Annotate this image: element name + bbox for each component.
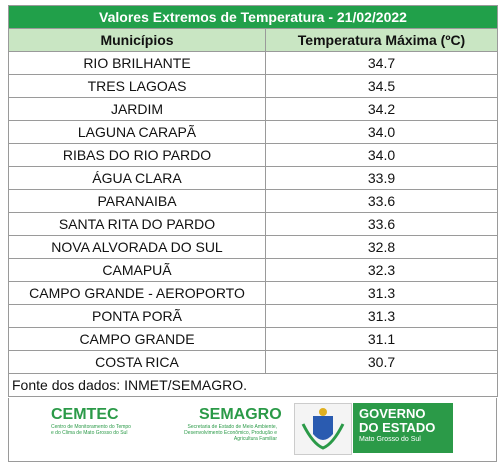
header-row: Municípios Temperatura Máxima (ºC) — [8, 28, 498, 52]
table-row: SANTA RITA DO PARDO 33.6 — [8, 212, 498, 236]
municipality-cell: CAMPO GRANDE - AEROPORTO — [8, 281, 266, 305]
municipality-cell: ÁGUA CLARA — [8, 166, 266, 190]
municipality-cell: TRES LAGOAS — [8, 74, 266, 98]
header-cell: Municípios — [8, 28, 266, 52]
table: Valores Extremos de Temperatura - 21/02/… — [8, 5, 498, 397]
cemtec-subtitle: Centro de Monitoramento do Tempo e do Cl… — [51, 424, 131, 436]
coat-of-arms — [294, 403, 352, 455]
header-cell: Temperatura Máxima (ºC) — [265, 28, 498, 52]
table-container: Valores Extremos de Temperatura - 21/02/… — [8, 5, 498, 397]
municipality-cell: PARANAIBA — [8, 189, 266, 213]
table-body: Valores Extremos de Temperatura - 21/02/… — [8, 5, 498, 397]
temperature-cell: 33.9 — [265, 166, 498, 190]
municipality-cell: CAMPO GRANDE — [8, 327, 266, 351]
cemtec-logo: CEMTEC — [51, 406, 119, 423]
municipality-cell: RIO BRILHANTE — [8, 51, 266, 75]
source-row: Fonte dos dados: INMET/SEMAGRO. — [8, 373, 498, 397]
governo-text: GOVERNO — [359, 406, 426, 421]
table-row: PARANAIBA 33.6 — [8, 189, 498, 213]
temperature-cell: 34.0 — [265, 143, 498, 167]
governo-logo: GOVERNO DO ESTADO Mato Grosso do Sul — [353, 403, 453, 453]
temperature-cell: 34.0 — [265, 120, 498, 144]
temperature-cell: 33.6 — [265, 189, 498, 213]
governo-text: Mato Grosso do Sul — [359, 436, 421, 443]
temperature-cell: 30.7 — [265, 350, 498, 374]
table-row: LAGUNA CARAPÃ 34.0 — [8, 120, 498, 144]
table-row: COSTA RICA 30.7 — [8, 350, 498, 374]
table-row: CAMPO GRANDE - AEROPORTO 31.3 — [8, 281, 498, 305]
temperature-cell: 34.2 — [265, 97, 498, 121]
municipality-cell: RIBAS DO RIO PARDO — [8, 143, 266, 167]
temperature-cell: 31.3 — [265, 304, 498, 328]
municipality-cell: LAGUNA CARAPÃ — [8, 120, 266, 144]
table-row: RIBAS DO RIO PARDO 34.0 — [8, 143, 498, 167]
table-row: PONTA PORÃ 31.3 — [8, 304, 498, 328]
title-row: Valores Extremos de Temperatura - 21/02/… — [8, 5, 498, 29]
table-row: TRES LAGOAS 34.5 — [8, 74, 498, 98]
table-row: NOVA ALVORADA DO SUL 32.8 — [8, 235, 498, 259]
table-row: CAMAPUÃ 32.3 — [8, 258, 498, 282]
source-text: Fonte dos dados: INMET/SEMAGRO. — [8, 373, 498, 397]
table-row: JARDIM 34.2 — [8, 97, 498, 121]
table-row: ÁGUA CLARA 33.9 — [8, 166, 498, 190]
logos: CEMTEC Centro de Monitoramento do Tempo … — [8, 398, 497, 462]
table-row: RIO BRILHANTE 34.7 — [8, 51, 498, 75]
temperature-cell: 31.1 — [265, 327, 498, 351]
semagro-subtitle: Secretaria de Estado de Meio Ambiente, D… — [184, 424, 277, 442]
table-title: Valores Extremos de Temperatura - 21/02/… — [8, 5, 498, 29]
temperature-cell: 34.5 — [265, 74, 498, 98]
coat-of-arms-icon — [301, 408, 345, 450]
municipality-cell: COSTA RICA — [8, 350, 266, 374]
temperature-cell: 33.6 — [265, 212, 498, 236]
table-row: CAMPO GRANDE 31.1 — [8, 327, 498, 351]
municipality-cell: NOVA ALVORADA DO SUL — [8, 235, 266, 259]
temperature-cell: 32.3 — [265, 258, 498, 282]
temperature-cell: 32.8 — [265, 235, 498, 259]
governo-text: DO ESTADO — [359, 420, 436, 435]
municipality-cell: JARDIM — [8, 97, 266, 121]
municipality-cell: SANTA RITA DO PARDO — [8, 212, 266, 236]
municipality-cell: CAMAPUÃ — [8, 258, 266, 282]
semagro-logo: SEMAGRO — [199, 406, 282, 423]
temperature-cell: 34.7 — [265, 51, 498, 75]
municipality-cell: PONTA PORÃ — [8, 304, 266, 328]
temperature-cell: 31.3 — [265, 281, 498, 305]
